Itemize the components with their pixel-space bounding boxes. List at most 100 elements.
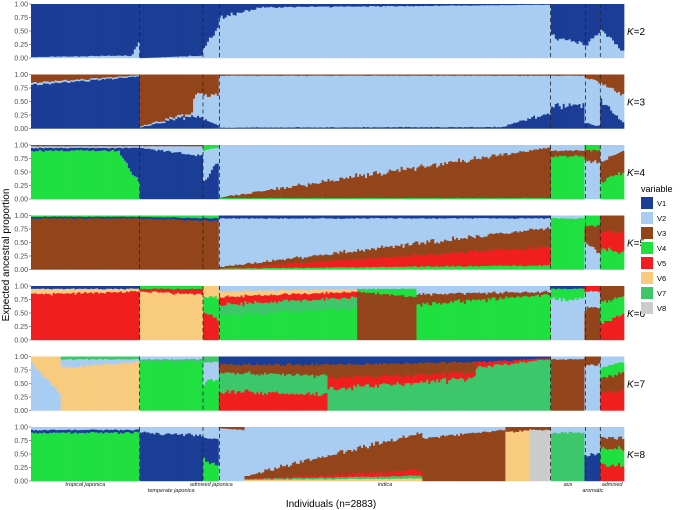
bar-segment bbox=[185, 215, 188, 218]
bar-segment bbox=[135, 356, 139, 360]
bar-segment bbox=[133, 76, 137, 129]
bar-segment bbox=[594, 125, 597, 129]
bar-segment bbox=[392, 288, 396, 295]
bar-segment bbox=[199, 146, 202, 156]
bar-segment bbox=[52, 145, 56, 147]
bar-segment bbox=[64, 217, 67, 270]
bar-segment bbox=[189, 116, 192, 129]
bar-segment bbox=[303, 263, 307, 268]
bar-segment bbox=[382, 288, 386, 294]
bar-segment bbox=[602, 104, 605, 129]
bar-segment bbox=[515, 4, 518, 6]
bar-segment bbox=[430, 239, 433, 254]
bar-segment bbox=[234, 286, 237, 292]
bar-segment bbox=[256, 7, 259, 59]
bar-segment bbox=[94, 146, 97, 149]
bar-segment bbox=[311, 74, 315, 76]
bar-segment bbox=[222, 297, 226, 306]
bar-segment bbox=[610, 37, 613, 59]
bar-segment bbox=[317, 286, 320, 290]
bar-segment bbox=[457, 299, 461, 341]
bar-segment bbox=[202, 95, 206, 121]
bar-segment bbox=[351, 291, 354, 297]
bar-segment bbox=[76, 356, 79, 360]
bar-segment bbox=[467, 4, 471, 6]
bar-segment bbox=[533, 145, 536, 150]
bar-segment bbox=[616, 74, 619, 93]
bar-segment bbox=[487, 126, 490, 129]
bar-segment bbox=[58, 150, 61, 200]
bar-segment bbox=[285, 299, 289, 311]
k-label-letter: K bbox=[627, 239, 635, 250]
bar-segment bbox=[137, 75, 141, 77]
bar-segment bbox=[90, 286, 93, 289]
bar-segment bbox=[58, 82, 61, 129]
bar-segment bbox=[301, 197, 305, 200]
bar-segment bbox=[469, 286, 473, 294]
bar-segment bbox=[200, 4, 204, 56]
bar-segment bbox=[505, 152, 508, 199]
bar-segment bbox=[317, 310, 320, 341]
bar-segment bbox=[459, 292, 463, 303]
bar-segment bbox=[531, 75, 534, 118]
bar-segment bbox=[546, 294, 550, 341]
bar-segment bbox=[214, 163, 218, 200]
bar-segment bbox=[457, 218, 461, 241]
bar-segment bbox=[329, 127, 332, 129]
bar-segment bbox=[448, 215, 451, 219]
bar-segment bbox=[614, 145, 617, 155]
bar-segment bbox=[121, 217, 125, 270]
bar-segment bbox=[339, 145, 342, 178]
bar-segment bbox=[70, 215, 73, 217]
bar-segment bbox=[119, 74, 123, 77]
bar-segment bbox=[370, 145, 374, 176]
bar-segment bbox=[234, 304, 237, 314]
bar-segment bbox=[321, 288, 324, 293]
bar-segment bbox=[50, 56, 54, 59]
bar-segment bbox=[287, 263, 291, 268]
bar-segment bbox=[270, 301, 273, 313]
bar-segment bbox=[266, 290, 269, 296]
bar-segment bbox=[612, 74, 615, 89]
bar-segment bbox=[485, 236, 488, 252]
bar-segment bbox=[353, 4, 356, 7]
bar-segment bbox=[372, 248, 376, 259]
bar-segment bbox=[380, 286, 384, 289]
bar-segment bbox=[272, 215, 275, 219]
bar-segment bbox=[378, 197, 382, 200]
bar-segment bbox=[454, 239, 457, 254]
bar-segment bbox=[412, 215, 415, 219]
bar-segment bbox=[88, 4, 91, 57]
bar-segment bbox=[165, 118, 168, 121]
bar-segment bbox=[68, 359, 71, 368]
bar-segment bbox=[416, 286, 419, 295]
bar-segment bbox=[278, 215, 281, 219]
bar-segment bbox=[424, 286, 427, 295]
bar-segment bbox=[42, 148, 46, 152]
bar-segment bbox=[578, 74, 581, 76]
bar-segment bbox=[110, 215, 113, 217]
bar-segment bbox=[367, 4, 370, 7]
bar-segment bbox=[289, 218, 293, 259]
bar-segment bbox=[248, 4, 251, 12]
bar-segment bbox=[317, 218, 320, 256]
bar-segment bbox=[110, 4, 113, 56]
bar-segment bbox=[540, 215, 544, 219]
bar-segment bbox=[250, 303, 253, 315]
bar-segment bbox=[121, 74, 125, 77]
bar-segment bbox=[363, 74, 366, 76]
bar-segment bbox=[497, 75, 500, 128]
bar-segment bbox=[345, 74, 348, 76]
bar-segment bbox=[313, 197, 316, 200]
bar-segment bbox=[278, 310, 281, 341]
bar-segment bbox=[406, 296, 409, 341]
bar-segment bbox=[533, 265, 536, 270]
bar-segment bbox=[606, 215, 609, 233]
bar-segment bbox=[481, 127, 485, 129]
bar-segment bbox=[499, 127, 502, 129]
bar-segment bbox=[452, 286, 455, 294]
bar-segment bbox=[406, 167, 409, 199]
bar-segment bbox=[119, 147, 123, 156]
bar-segment bbox=[450, 253, 453, 267]
bar-segment bbox=[212, 74, 216, 95]
